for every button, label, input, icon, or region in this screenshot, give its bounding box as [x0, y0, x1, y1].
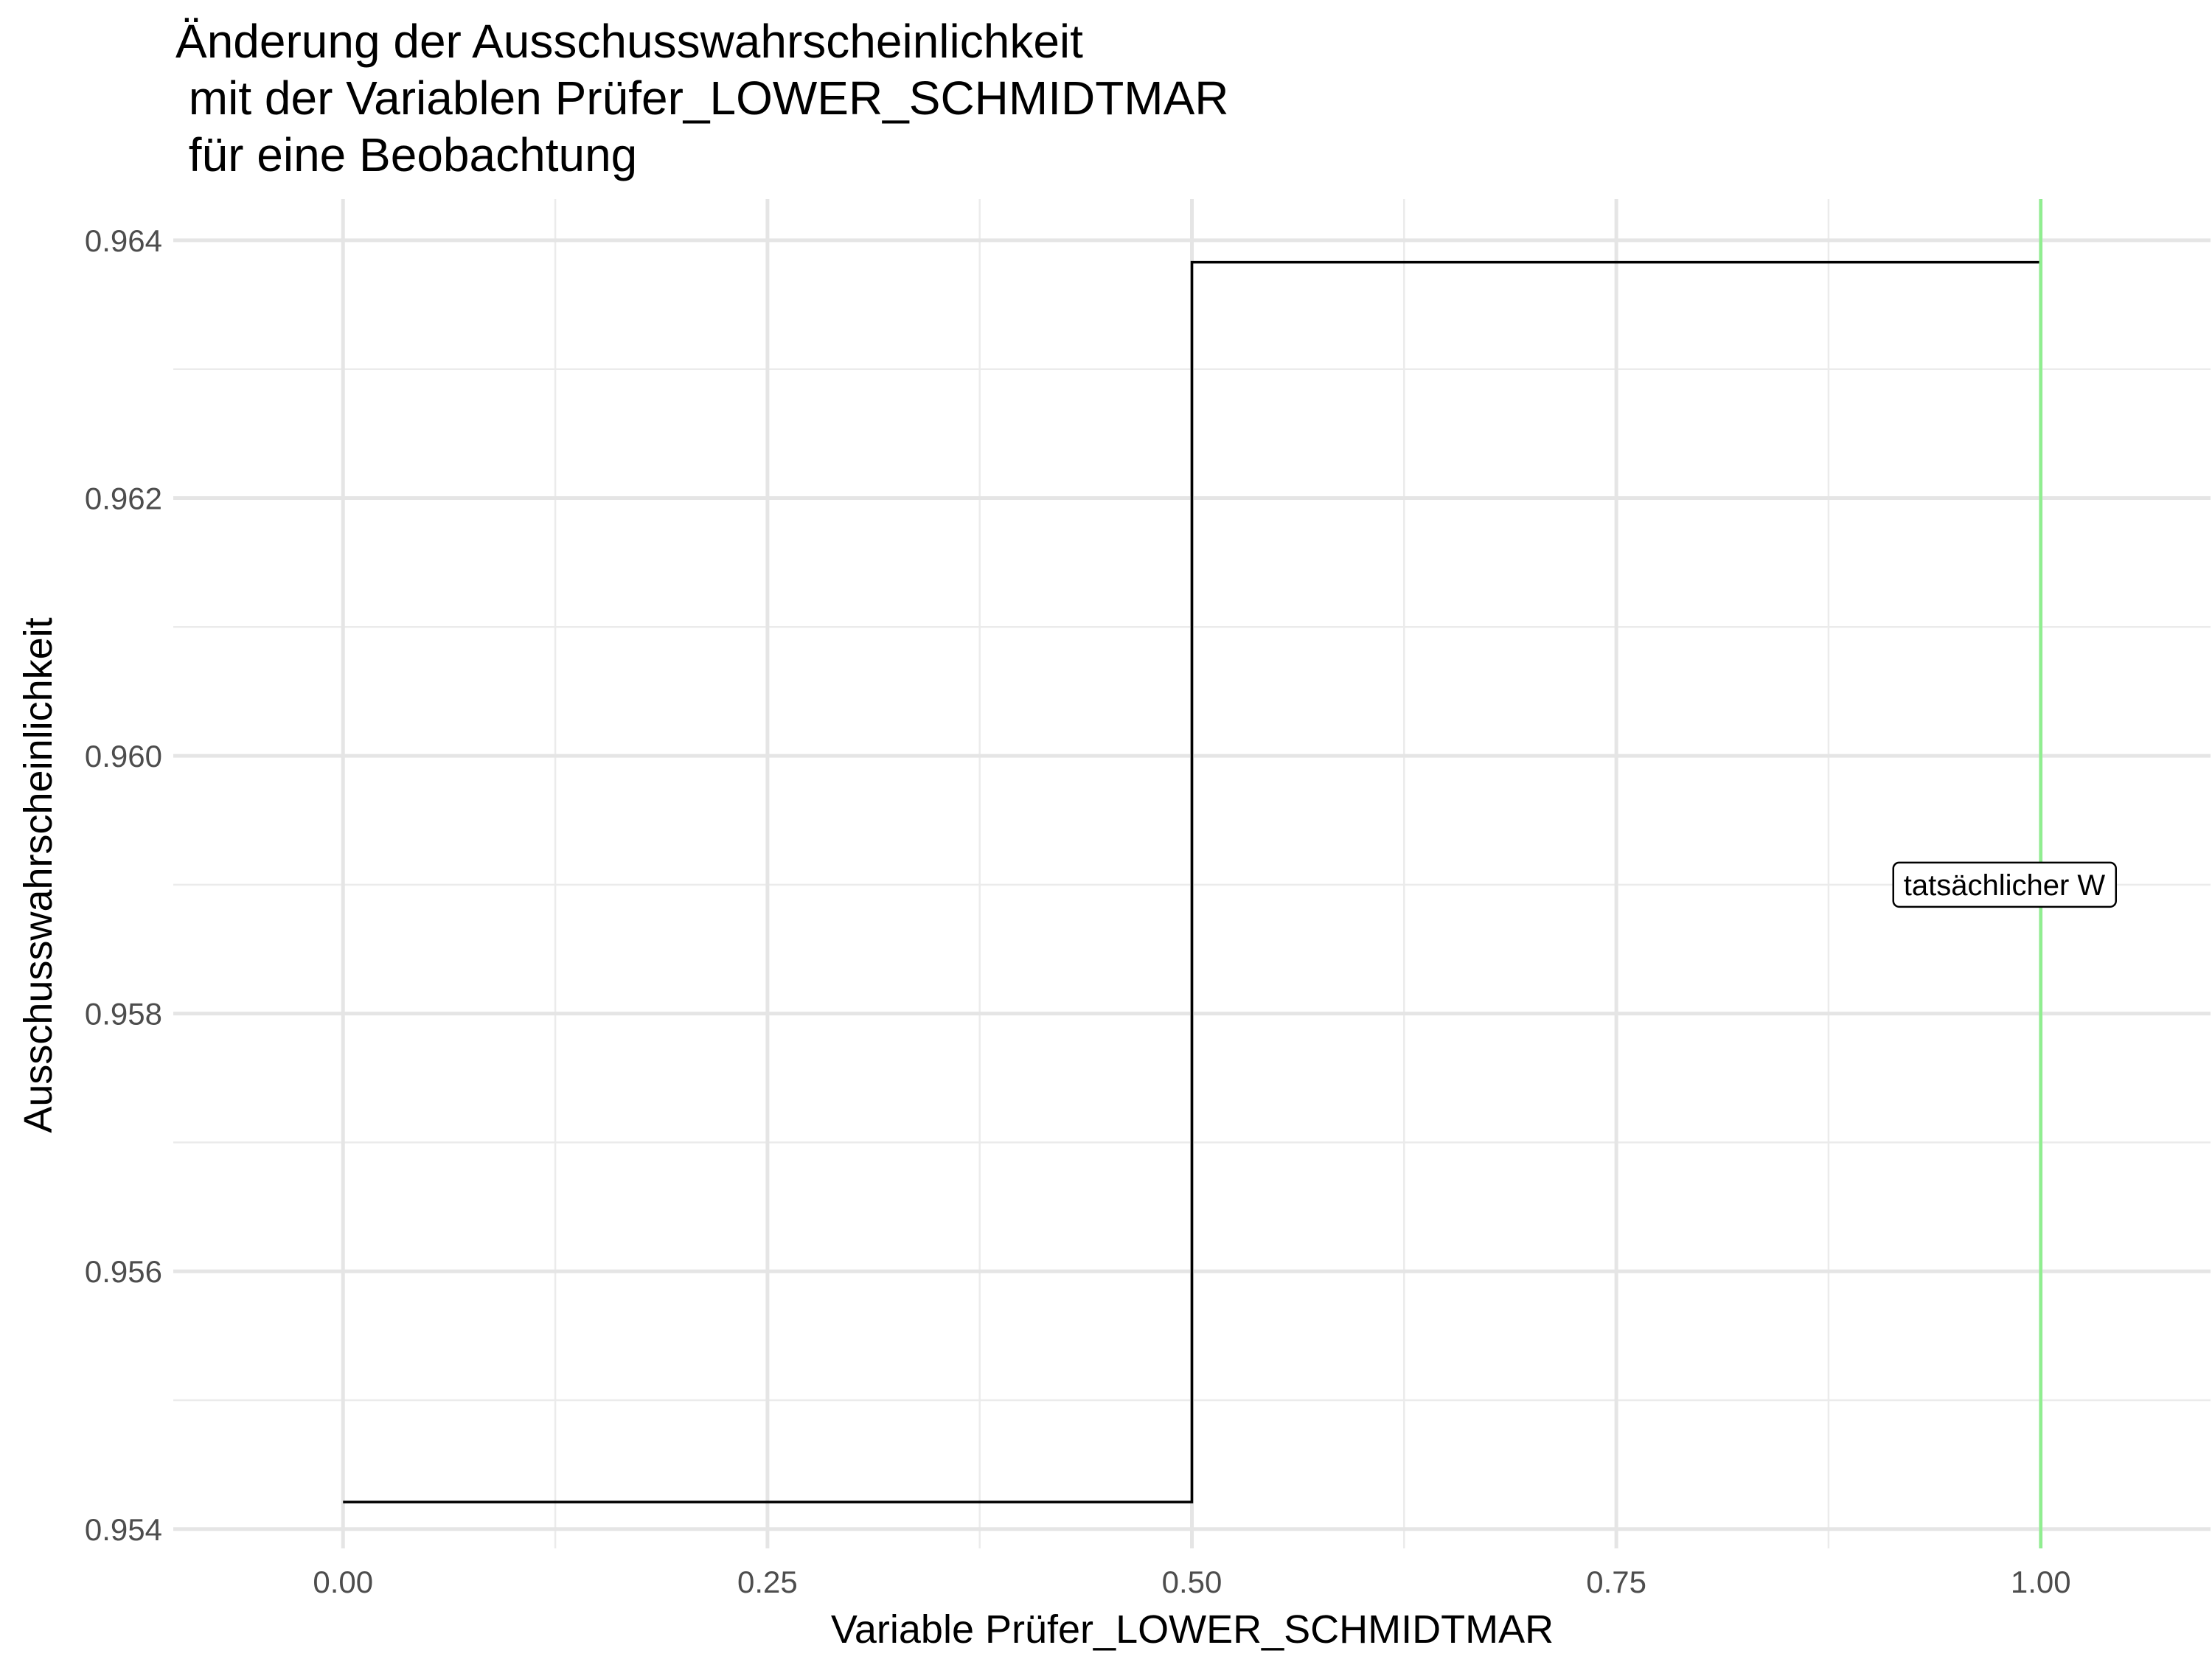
- chart-marks: [343, 199, 2042, 1548]
- x-tick-label: 0.50: [1162, 1565, 1222, 1599]
- x-tick-label: 0.00: [313, 1565, 373, 1599]
- y-tick-label: 0.958: [85, 997, 162, 1032]
- annotation-group: tatsächlicher W: [1892, 861, 2117, 908]
- chart-title-line-3: für eine Beobachtung: [175, 128, 637, 181]
- x-axis-title: Variable Prüfer_LOWER_SCHMIDTMAR: [831, 1607, 1554, 1652]
- y-tick-label: 0.964: [85, 223, 162, 258]
- annotation-label: tatsächlicher W: [1904, 869, 2106, 902]
- step-series-line: [343, 260, 2041, 1503]
- y-tick-label: 0.960: [85, 739, 162, 773]
- y-tick-label: 0.954: [85, 1512, 162, 1547]
- chart-title-line-2: mit der Variablen Prüfer_LOWER_SCHMIDTMA…: [175, 72, 1229, 125]
- y-axis-title: Ausschusswahrscheinlichkeit: [16, 617, 60, 1133]
- y-tick-label: 0.962: [85, 481, 162, 516]
- tick-labels: 0.00 0.25 0.50 0.75 1.00 0.954 0.956 0.958 0.960…: [85, 223, 2071, 1599]
- chart-title-line-1: Änderung der Ausschusswahrscheinlichkeit: [175, 15, 1083, 68]
- y-tick-label: 0.956: [85, 1254, 162, 1289]
- x-tick-label: 0.75: [1586, 1565, 1646, 1599]
- x-tick-label: 0.25: [737, 1565, 798, 1599]
- annotation-label-box: [1892, 861, 2117, 908]
- x-tick-label: 1.00: [2011, 1565, 2071, 1599]
